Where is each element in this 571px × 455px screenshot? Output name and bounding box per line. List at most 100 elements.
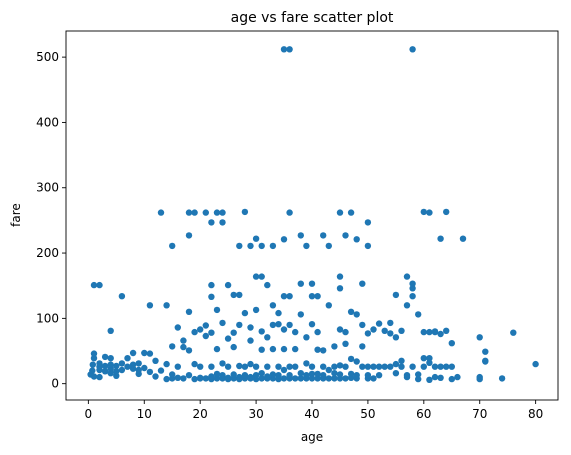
scatter-point	[359, 343, 366, 350]
scatter-point	[89, 367, 96, 374]
scatter-point	[107, 370, 114, 377]
scatter-point	[252, 372, 260, 379]
scatter-point	[280, 375, 288, 382]
scatter-point	[224, 335, 232, 342]
scatter-point	[359, 363, 366, 370]
scatter-point	[437, 374, 444, 381]
scatter-point	[152, 373, 159, 380]
scatter-point	[113, 372, 120, 379]
scatter-point	[437, 363, 444, 370]
scatter-point	[264, 363, 271, 370]
scatter-point	[191, 375, 198, 383]
scatter-point	[336, 285, 344, 292]
scatter-point	[202, 209, 209, 216]
scatter-point	[280, 366, 288, 374]
scatter-point	[370, 375, 377, 382]
scatter-point	[320, 363, 327, 370]
scatter-point	[124, 355, 131, 362]
scatter-point	[101, 362, 109, 370]
data-points	[87, 46, 539, 383]
scatter-point	[431, 328, 439, 335]
scatter-point	[90, 355, 98, 362]
y-tick-label: 200	[36, 246, 59, 260]
scatter-point	[101, 368, 109, 375]
scatter-point	[398, 327, 405, 334]
scatter-point	[197, 374, 204, 381]
scatter-point	[375, 372, 383, 379]
scatter-point	[241, 309, 249, 317]
scatter-point	[236, 291, 243, 299]
chart-title: age vs fare scatter plot	[231, 10, 394, 26]
x-axis-label: age	[301, 430, 323, 444]
scatter-point	[325, 302, 332, 309]
scatter-point	[118, 360, 126, 367]
scatter-point	[169, 242, 176, 250]
scatter-point	[247, 360, 254, 368]
scatter-point	[409, 363, 416, 370]
scatter-point	[443, 363, 450, 370]
scatter-point	[241, 208, 249, 216]
scatter-point	[443, 208, 450, 216]
scatter-point	[258, 273, 265, 280]
scatter-point	[191, 360, 198, 368]
x-tick-label: 70	[472, 407, 487, 421]
x-tick-label: 60	[416, 407, 431, 421]
scatter-point	[286, 372, 293, 379]
scatter-point	[269, 371, 277, 378]
scatter-point	[96, 373, 103, 381]
scatter-point	[297, 311, 304, 318]
scatter-point	[157, 209, 165, 216]
scatter-point	[437, 235, 444, 242]
scatter-point	[107, 355, 114, 362]
scatter-point	[191, 328, 198, 336]
scatter-point	[275, 363, 282, 370]
scatter-point	[364, 363, 372, 370]
scatter-point	[314, 346, 321, 353]
scatter-point	[247, 373, 254, 381]
scatter-point	[303, 372, 310, 379]
scatter-point	[308, 280, 316, 287]
scatter-point	[426, 376, 433, 383]
scatter-point	[236, 321, 243, 329]
scatter-point	[426, 355, 433, 362]
scatter-point	[169, 371, 176, 378]
scatter-point	[448, 375, 455, 383]
scatter-point	[353, 236, 360, 243]
y-tick-label: 500	[36, 50, 59, 64]
scatter-point	[353, 358, 360, 365]
scatter-point	[208, 293, 215, 300]
scatter-point	[403, 302, 411, 309]
scatter-point	[342, 328, 349, 336]
scatter-point	[252, 306, 260, 314]
scatter-point	[387, 330, 394, 337]
scatter-point	[292, 363, 299, 370]
scatter-point	[297, 280, 304, 287]
scatter-point	[236, 362, 243, 370]
scatter-point	[213, 345, 221, 353]
scatter-point	[269, 321, 277, 329]
scatter-point	[342, 375, 349, 382]
scatter-point	[325, 375, 332, 382]
scatter-point	[213, 375, 221, 382]
scatter-point	[331, 363, 338, 370]
scatter-point	[286, 293, 293, 300]
scatter-point	[308, 321, 316, 328]
scatter-point	[202, 322, 209, 329]
scatter-point	[280, 326, 288, 333]
scatter-point	[364, 330, 372, 337]
scatter-point	[398, 363, 405, 370]
scatter-point	[219, 209, 226, 216]
scatter-point	[297, 370, 304, 377]
scatter-point	[185, 372, 193, 379]
scatter-point	[269, 345, 277, 353]
scatter-point	[269, 242, 277, 250]
scatter-point	[476, 334, 483, 341]
scatter-point	[347, 370, 355, 378]
scatter-point	[129, 361, 137, 368]
scatter-point	[336, 371, 344, 378]
scatter-point	[292, 345, 299, 353]
scatter-point	[325, 366, 332, 374]
scatter-point	[286, 46, 293, 53]
